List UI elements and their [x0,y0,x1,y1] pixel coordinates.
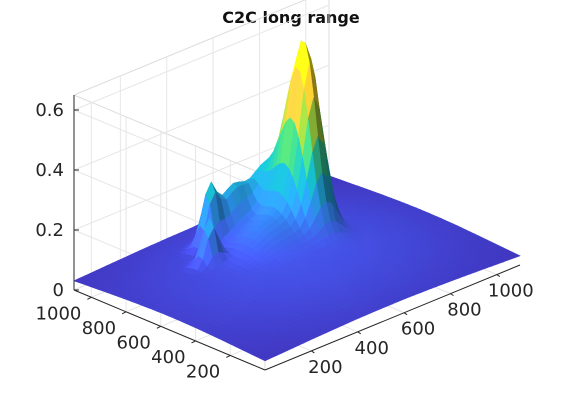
y-tick-mark [121,311,127,315]
box-edge [73,94,266,176]
z-tick-label: 0.2 [35,220,64,241]
z-grid-line [73,64,330,171]
y-tick-label: 800 [82,318,116,339]
x-tick-mark [450,293,454,297]
x-tick-mark [403,312,408,316]
x-tick-label: 600 [401,319,435,340]
y-tick-mark [226,355,231,358]
x-tick-mark [357,331,362,335]
x-tick-label: 800 [447,300,481,321]
axes [73,95,521,371]
z-tick-label: 0.4 [35,160,64,181]
x-axis-ticks: 200 400 600 800 1000 [308,274,534,378]
y-tick-mark [191,340,196,344]
z-grid-line [73,4,330,111]
y-tick-label: 400 [151,347,185,368]
x-tick-label: 400 [355,338,389,359]
z-tick-label: 0.6 [35,100,64,121]
y-tick-label: 200 [186,361,220,382]
y-tick-label: 600 [116,332,150,353]
chart-title: C2C long range [222,8,360,27]
box-edge [73,0,307,96]
x-tick-mark [496,274,501,277]
x-axis-line [264,264,521,371]
z-tick-label: 0 [53,280,64,301]
x-tick-label: 1000 [488,281,534,302]
surface-patch [260,355,272,362]
z-axis-ticks: 0 0.2 0.4 0.6 [35,100,79,301]
y-axis-line [73,289,266,371]
x-tick-mark [311,350,315,354]
surface-mesh [73,40,521,362]
y-tick-label: 1000 [36,303,82,324]
y-tick-mark [87,296,92,300]
z-grid-line [73,109,266,191]
y-tick-mark [156,325,162,329]
x-tick-label: 200 [308,357,342,378]
